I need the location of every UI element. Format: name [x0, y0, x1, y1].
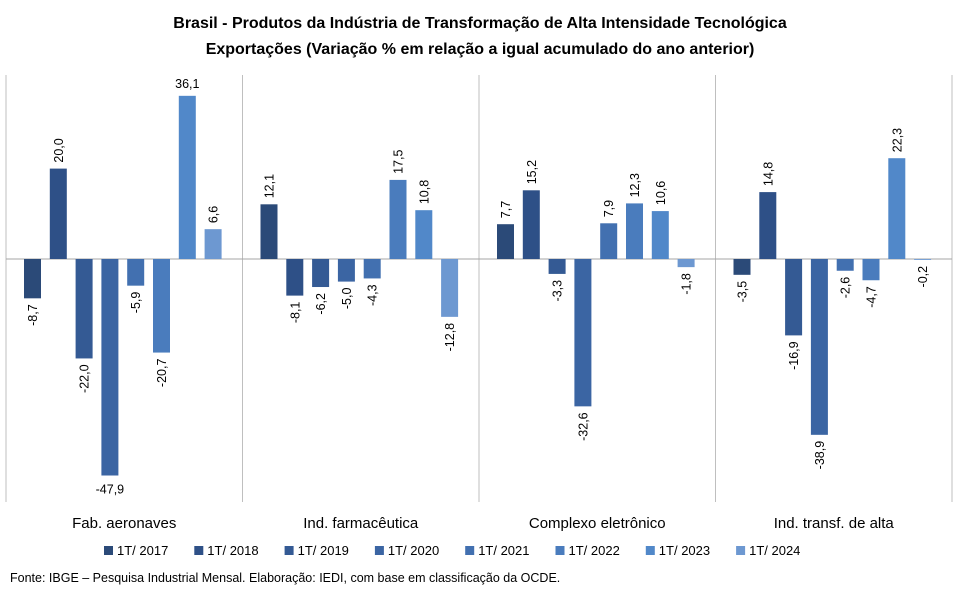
category-label: Fab. aeronaves — [72, 515, 176, 532]
category-label: Ind. farmacêutica — [303, 515, 419, 532]
plot-area: -8,7 20,0 -22,0 -47,9 -5,9 -20,7 36,1 6,6 Fab. a… — [5, 75, 953, 532]
bar — [914, 259, 932, 260]
bar — [363, 259, 381, 279]
bar — [522, 190, 540, 259]
data-label: 7,7 — [499, 201, 513, 218]
bar — [260, 204, 278, 259]
legend-label: 1T/ 2022 — [569, 543, 620, 558]
data-label: 10,8 — [417, 180, 431, 204]
legend-swatch — [645, 546, 655, 555]
data-label: -3,5 — [736, 281, 750, 303]
data-label: 10,6 — [654, 181, 668, 205]
bar — [785, 259, 803, 336]
bar — [286, 259, 304, 296]
legend-label: 1T/ 2021 — [478, 543, 529, 558]
legend-swatch — [374, 546, 384, 555]
category-label: Complexo eletrônico — [529, 515, 666, 532]
data-label: 17,5 — [392, 150, 406, 174]
legend-label: 1T/ 2020 — [388, 543, 439, 558]
bar — [49, 168, 67, 259]
legend-swatch — [104, 546, 113, 555]
data-label: -4,3 — [366, 284, 380, 306]
bar — [441, 259, 459, 317]
data-label: -47,9 — [96, 483, 125, 497]
bar — [574, 259, 592, 407]
data-label: 15,2 — [525, 160, 539, 184]
data-label: -1,8 — [680, 273, 694, 295]
bar — [862, 259, 880, 281]
data-label: -4,7 — [865, 286, 879, 308]
bar — [888, 158, 906, 259]
bar — [153, 259, 170, 353]
bar — [204, 229, 222, 259]
data-label: 7,9 — [602, 200, 616, 217]
data-label: 20,0 — [52, 138, 66, 162]
legend-swatch — [465, 546, 475, 555]
data-label: -8,7 — [26, 304, 40, 326]
bar — [75, 259, 93, 359]
legend-label: 1T/ 2017 — [117, 543, 168, 558]
category-label: Ind. transf. de alta — [774, 515, 895, 532]
legend-swatch — [555, 546, 565, 555]
data-label: -2,6 — [839, 277, 853, 299]
bar — [733, 259, 751, 275]
bar — [626, 203, 643, 259]
bar — [836, 259, 854, 271]
data-label: -5,9 — [129, 292, 143, 314]
legend-swatch — [194, 546, 204, 555]
bar — [759, 192, 777, 259]
legend-label: 1T/ 2019 — [298, 543, 349, 558]
data-label: -3,3 — [551, 280, 565, 302]
bar — [24, 259, 41, 299]
data-label: -8,1 — [288, 302, 302, 324]
bar — [389, 179, 407, 259]
data-label: 14,8 — [761, 162, 775, 186]
bar — [178, 95, 196, 259]
legend: 1T/ 2017 1T/ 2018 1T/ 2019 1T/ 2020 1T/ 2021… — [104, 543, 800, 558]
data-label: 36,1 — [175, 77, 199, 91]
bar — [101, 259, 119, 476]
chart-subtitle: Exportações (Variação % em relação a igu… — [206, 41, 755, 58]
bar — [548, 259, 566, 274]
data-label: -20,7 — [155, 359, 169, 388]
data-label: -5,0 — [340, 288, 354, 310]
data-label: -38,9 — [813, 441, 827, 470]
legend-label: 1T/ 2018 — [207, 543, 258, 558]
bar — [337, 259, 355, 282]
bar — [497, 224, 514, 259]
data-label: -6,2 — [314, 293, 328, 315]
bar — [651, 211, 669, 259]
legend-label: 1T/ 2024 — [749, 543, 800, 558]
legend-label: 1T/ 2023 — [659, 543, 710, 558]
data-label: -32,6 — [576, 412, 590, 441]
bar — [810, 259, 828, 435]
legend-swatch — [736, 546, 746, 555]
bar — [600, 223, 618, 259]
legend-swatch — [284, 546, 294, 555]
bar — [312, 259, 330, 288]
data-label: -12,8 — [443, 323, 457, 352]
chart-title: Brasil - Produtos da Indústria de Transf… — [173, 15, 787, 32]
data-label: 6,6 — [207, 206, 221, 223]
source-note: Fonte: IBGE – Pesquisa Industrial Mensal… — [10, 571, 561, 585]
data-label: -0,2 — [916, 266, 930, 288]
bar — [677, 259, 695, 268]
bar — [127, 259, 145, 286]
data-label: 12,3 — [628, 173, 642, 197]
bar — [415, 210, 433, 259]
data-label: 22,3 — [890, 128, 904, 152]
data-label: 12,1 — [263, 174, 277, 198]
data-label: -16,9 — [787, 341, 801, 370]
data-label: -22,0 — [78, 364, 92, 393]
